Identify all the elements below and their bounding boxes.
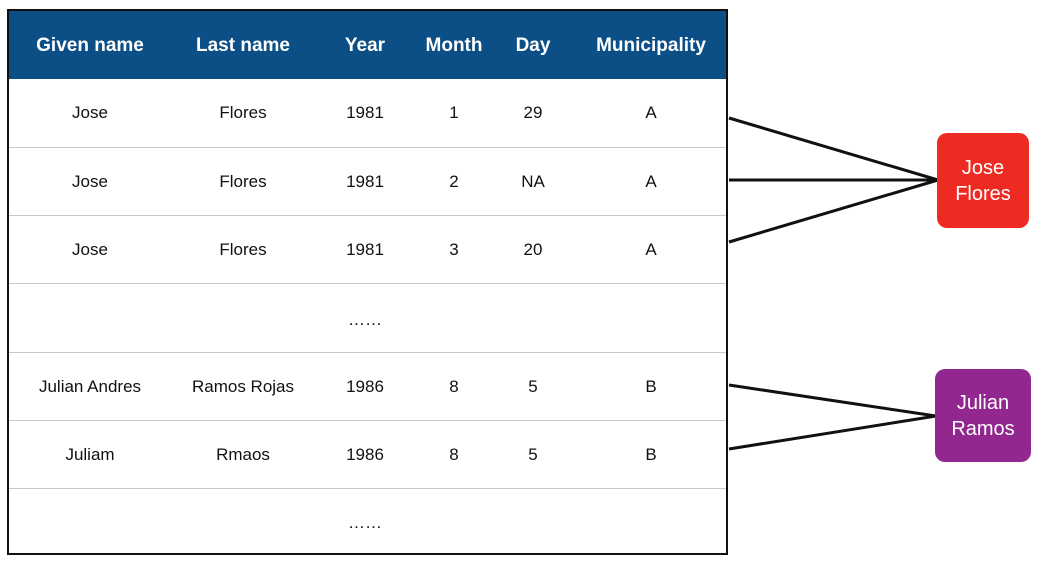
header-municipality: Municipality xyxy=(596,35,706,56)
cell-day: 29 xyxy=(523,103,543,122)
table-row: Jose Flores 1981 3 20 A xyxy=(9,215,726,284)
cell-given-name: Jose xyxy=(72,103,108,122)
header-day: Day xyxy=(515,35,551,56)
cell-year: 1981 xyxy=(346,240,384,259)
header-last-name: Last name xyxy=(196,35,290,56)
cell-municipality: A xyxy=(645,172,657,191)
entity-label-line2: Ramos xyxy=(951,417,1015,440)
cell-month: 1 xyxy=(449,103,459,122)
cell-day: NA xyxy=(521,172,545,191)
records-table: Given name Last name Year Month Day Muni… xyxy=(7,9,728,555)
table-header: Given name Last name Year Month Day Muni… xyxy=(9,11,726,79)
connector-line xyxy=(728,178,939,244)
cell-municipality: B xyxy=(645,377,657,396)
cell-municipality: A xyxy=(645,240,657,259)
cell-day: 5 xyxy=(528,445,538,464)
table-row: Jose Flores 1981 2 NA A xyxy=(9,147,726,216)
cell-month: 8 xyxy=(449,377,459,396)
entity-label-line1: Julian xyxy=(956,391,1010,414)
header-year: Year xyxy=(344,35,386,56)
ellipsis-text: …… xyxy=(348,513,382,532)
cell-year: 1986 xyxy=(346,445,384,464)
cell-month: 8 xyxy=(449,445,459,464)
cell-year: 1986 xyxy=(346,377,384,396)
cell-given-name: Juliam xyxy=(65,445,115,464)
cell-last-name: Ramos Rojas xyxy=(191,377,295,396)
entity-label-line1: Jose xyxy=(961,156,1005,179)
table-row: Jose Flores 1981 1 29 A xyxy=(9,79,726,147)
connector-line xyxy=(728,116,939,182)
cell-month: 3 xyxy=(449,240,459,259)
cell-given-name: Julian Andres xyxy=(38,377,142,396)
connector-line xyxy=(728,383,937,418)
table-row: Juliam Rmaos 1986 8 5 B xyxy=(9,420,726,489)
cell-last-name: Rmaos xyxy=(216,445,270,464)
connector-line xyxy=(728,414,937,451)
cell-last-name: Flores xyxy=(219,172,267,191)
cell-municipality: A xyxy=(645,103,657,122)
entity-jose-flores: Jose Flores xyxy=(937,133,1029,228)
cell-year: 1981 xyxy=(346,103,384,122)
entity-label-line2: Flores xyxy=(955,182,1011,205)
cell-day: 5 xyxy=(528,377,538,396)
entity-julian-ramos: Julian Ramos xyxy=(935,369,1031,462)
cell-year: 1981 xyxy=(346,172,384,191)
cell-given-name: Jose xyxy=(72,172,108,191)
cell-last-name: Flores xyxy=(219,240,267,259)
table-row: …… xyxy=(9,488,726,554)
header-month: Month xyxy=(425,35,483,56)
header-given-name: Given name xyxy=(36,35,144,56)
table-row: …… xyxy=(9,283,726,353)
cell-municipality: B xyxy=(645,445,657,464)
table-row: Julian Andres Ramos Rojas 1986 8 5 B xyxy=(9,352,726,421)
ellipsis-text: …… xyxy=(348,310,382,329)
cell-given-name: Jose xyxy=(72,240,108,259)
cell-last-name: Flores xyxy=(219,103,267,122)
cell-day: 20 xyxy=(523,240,543,259)
cell-month: 2 xyxy=(449,172,459,191)
